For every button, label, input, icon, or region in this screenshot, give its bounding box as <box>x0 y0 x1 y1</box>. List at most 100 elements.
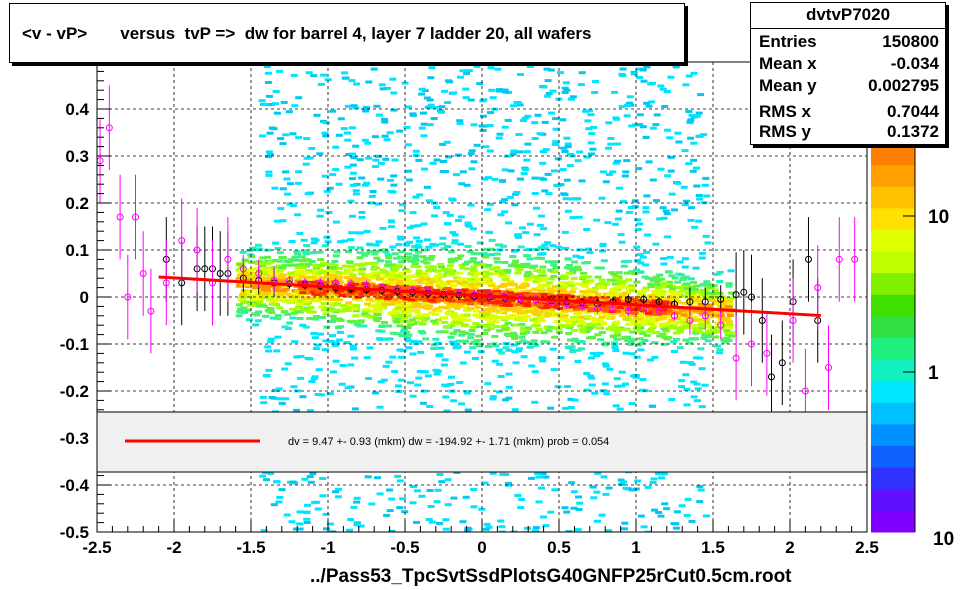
heatmap-cell <box>372 243 380 247</box>
heatmap-cell <box>639 388 647 392</box>
profile-magenta-point <box>162 279 170 287</box>
heatmap-cell <box>577 319 585 323</box>
heatmap-cell <box>433 206 441 210</box>
stats-divider <box>751 28 945 29</box>
heatmap-cell <box>287 271 295 275</box>
heatmap-cell <box>550 263 558 267</box>
heatmap-cell <box>398 250 406 254</box>
heatmap-cell <box>354 295 362 299</box>
heatmap-cell <box>710 291 718 295</box>
heatmap-cell <box>310 269 317 272</box>
heatmap-cell <box>540 227 548 231</box>
heatmap-cell <box>451 241 459 245</box>
heatmap-cell <box>423 314 430 318</box>
heatmap-cell <box>523 262 531 266</box>
heatmap-cell <box>527 309 535 313</box>
heatmap-cell <box>696 500 704 504</box>
heatmap-cell <box>665 270 673 274</box>
heatmap-cell <box>447 269 455 273</box>
heatmap-cell <box>570 506 578 510</box>
heatmap-cell <box>422 293 430 297</box>
heatmap-cell <box>642 135 650 139</box>
heatmap-cell <box>479 129 487 132</box>
heatmap-cell <box>297 299 305 303</box>
heatmap-cell <box>349 214 356 218</box>
heatmap-cell <box>509 331 517 335</box>
heatmap-cell <box>612 276 620 280</box>
heatmap-cell <box>522 168 530 172</box>
heatmap-cell <box>332 145 340 149</box>
heatmap-cell <box>314 393 322 396</box>
heatmap-cell <box>561 315 569 319</box>
heatmap-cell <box>462 301 470 305</box>
heatmap-cell <box>581 327 589 330</box>
heatmap-cell <box>374 285 382 289</box>
heatmap-cell <box>341 291 349 295</box>
heatmap-cell <box>435 280 443 284</box>
heatmap-cell <box>598 331 606 334</box>
heatmap-cell <box>687 218 695 222</box>
heatmap-cell <box>426 405 434 408</box>
heatmap-cell <box>485 230 493 234</box>
heatmap-cell <box>726 325 734 329</box>
heatmap-cell <box>607 137 615 140</box>
heatmap-cell <box>276 251 284 255</box>
heatmap-cell <box>584 314 592 318</box>
heatmap-cell <box>332 254 340 258</box>
fit-line <box>158 275 821 318</box>
heatmap-cell <box>687 295 695 298</box>
heatmap-cell <box>498 269 505 273</box>
heatmap-cell <box>658 476 666 480</box>
heatmap-cell <box>478 311 486 315</box>
heatmap-cell <box>550 368 558 372</box>
heatmap-cell <box>447 301 455 305</box>
heatmap-cell <box>385 273 393 277</box>
heatmap-cell <box>255 243 262 247</box>
heatmap-cell <box>407 320 415 324</box>
heatmap-cell <box>716 348 724 352</box>
heatmap-cell <box>520 301 528 305</box>
heatmap-cell <box>468 283 476 287</box>
profile-magenta-point <box>789 317 797 324</box>
heatmap-cell <box>347 264 355 268</box>
heatmap-cell <box>438 242 446 246</box>
heatmap-cell <box>418 92 426 96</box>
heatmap-cell <box>413 489 421 493</box>
heatmap-cell <box>714 321 722 325</box>
colorbar-band <box>871 510 915 533</box>
heatmap-cell <box>334 495 342 499</box>
heatmap-cell <box>467 332 475 336</box>
heatmap-cell <box>569 268 577 272</box>
heatmap-cell <box>261 283 269 287</box>
heatmap-cell <box>511 309 519 313</box>
heatmap-cell <box>254 267 262 270</box>
heatmap-cell <box>520 332 527 336</box>
heatmap-cell <box>602 341 610 345</box>
heatmap-cell <box>582 109 590 113</box>
heatmap-cell <box>663 90 671 93</box>
heatmap-cell <box>315 368 323 372</box>
heatmap-cell <box>459 170 467 174</box>
heatmap-cell <box>375 296 383 300</box>
heatmap-cell <box>385 324 393 328</box>
heatmap-cell <box>726 299 734 303</box>
profile-magenta-point <box>116 213 124 221</box>
heatmap-cell <box>396 280 404 284</box>
heatmap-cell <box>479 99 487 103</box>
heatmap-cell <box>565 321 573 325</box>
heatmap-cell <box>318 263 326 267</box>
heatmap-cell <box>499 272 507 276</box>
heatmap-cell <box>279 277 287 281</box>
heatmap-cell <box>399 203 407 207</box>
heatmap-cell <box>639 293 647 297</box>
heatmap-cell <box>721 323 729 327</box>
heatmap-cell <box>349 344 357 348</box>
heatmap-cell <box>643 333 651 337</box>
heatmap-cell <box>335 277 343 281</box>
heatmap-cell <box>490 314 498 318</box>
heatmap-cell <box>388 277 396 281</box>
heatmap-cell <box>405 252 413 256</box>
heatmap-cell <box>250 276 258 280</box>
heatmap-cell <box>284 312 292 316</box>
